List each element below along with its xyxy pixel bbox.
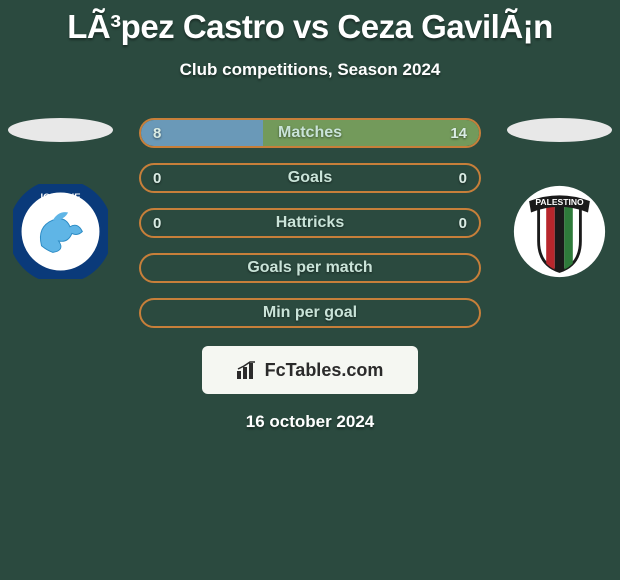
main-row: IQUIQUE 814Matches 00Goals 00Hattricks Goal…: [0, 118, 620, 328]
stat-bar: Goals per match: [139, 253, 481, 283]
stat-bar: 814Matches: [139, 118, 481, 148]
left-player-column: IQUIQUE: [8, 118, 113, 279]
source-badge: FcTables.com: [202, 346, 418, 394]
svg-text:IQUIQUE: IQUIQUE: [40, 192, 80, 203]
palestino-crest-icon: PALESTINO: [512, 184, 607, 279]
page-title: LÃ³pez Castro vs Ceza GavilÃ¡n: [0, 8, 620, 46]
stat-label: Goals: [141, 169, 479, 187]
page-subtitle: Club competitions, Season 2024: [0, 60, 620, 80]
iquique-crest-icon: IQUIQUE: [13, 184, 108, 279]
left-flag-ellipse: [8, 118, 113, 142]
svg-text:PALESTINO: PALESTINO: [535, 197, 584, 207]
stat-bars: 814Matches 00Goals 00Hattricks Goals per ma…: [139, 118, 481, 328]
left-club-crest: IQUIQUE: [13, 184, 108, 279]
right-flag-ellipse: [507, 118, 612, 142]
stat-label: Hattricks: [141, 214, 479, 232]
comparison-infographic: LÃ³pez Castro vs Ceza GavilÃ¡n Club comp…: [0, 0, 620, 432]
right-club-crest: PALESTINO: [512, 184, 607, 279]
stat-bar: 00Goals: [139, 163, 481, 193]
stat-label: Matches: [141, 124, 479, 142]
source-badge-text: FcTables.com: [265, 360, 384, 381]
stat-label: Goals per match: [141, 259, 479, 277]
right-player-column: PALESTINO: [507, 118, 612, 279]
stat-bar: 00Hattricks: [139, 208, 481, 238]
stat-bar: Min per goal: [139, 298, 481, 328]
stat-label: Min per goal: [141, 304, 479, 322]
footer-date: 16 october 2024: [0, 412, 620, 432]
bar-chart-icon: [237, 361, 259, 379]
